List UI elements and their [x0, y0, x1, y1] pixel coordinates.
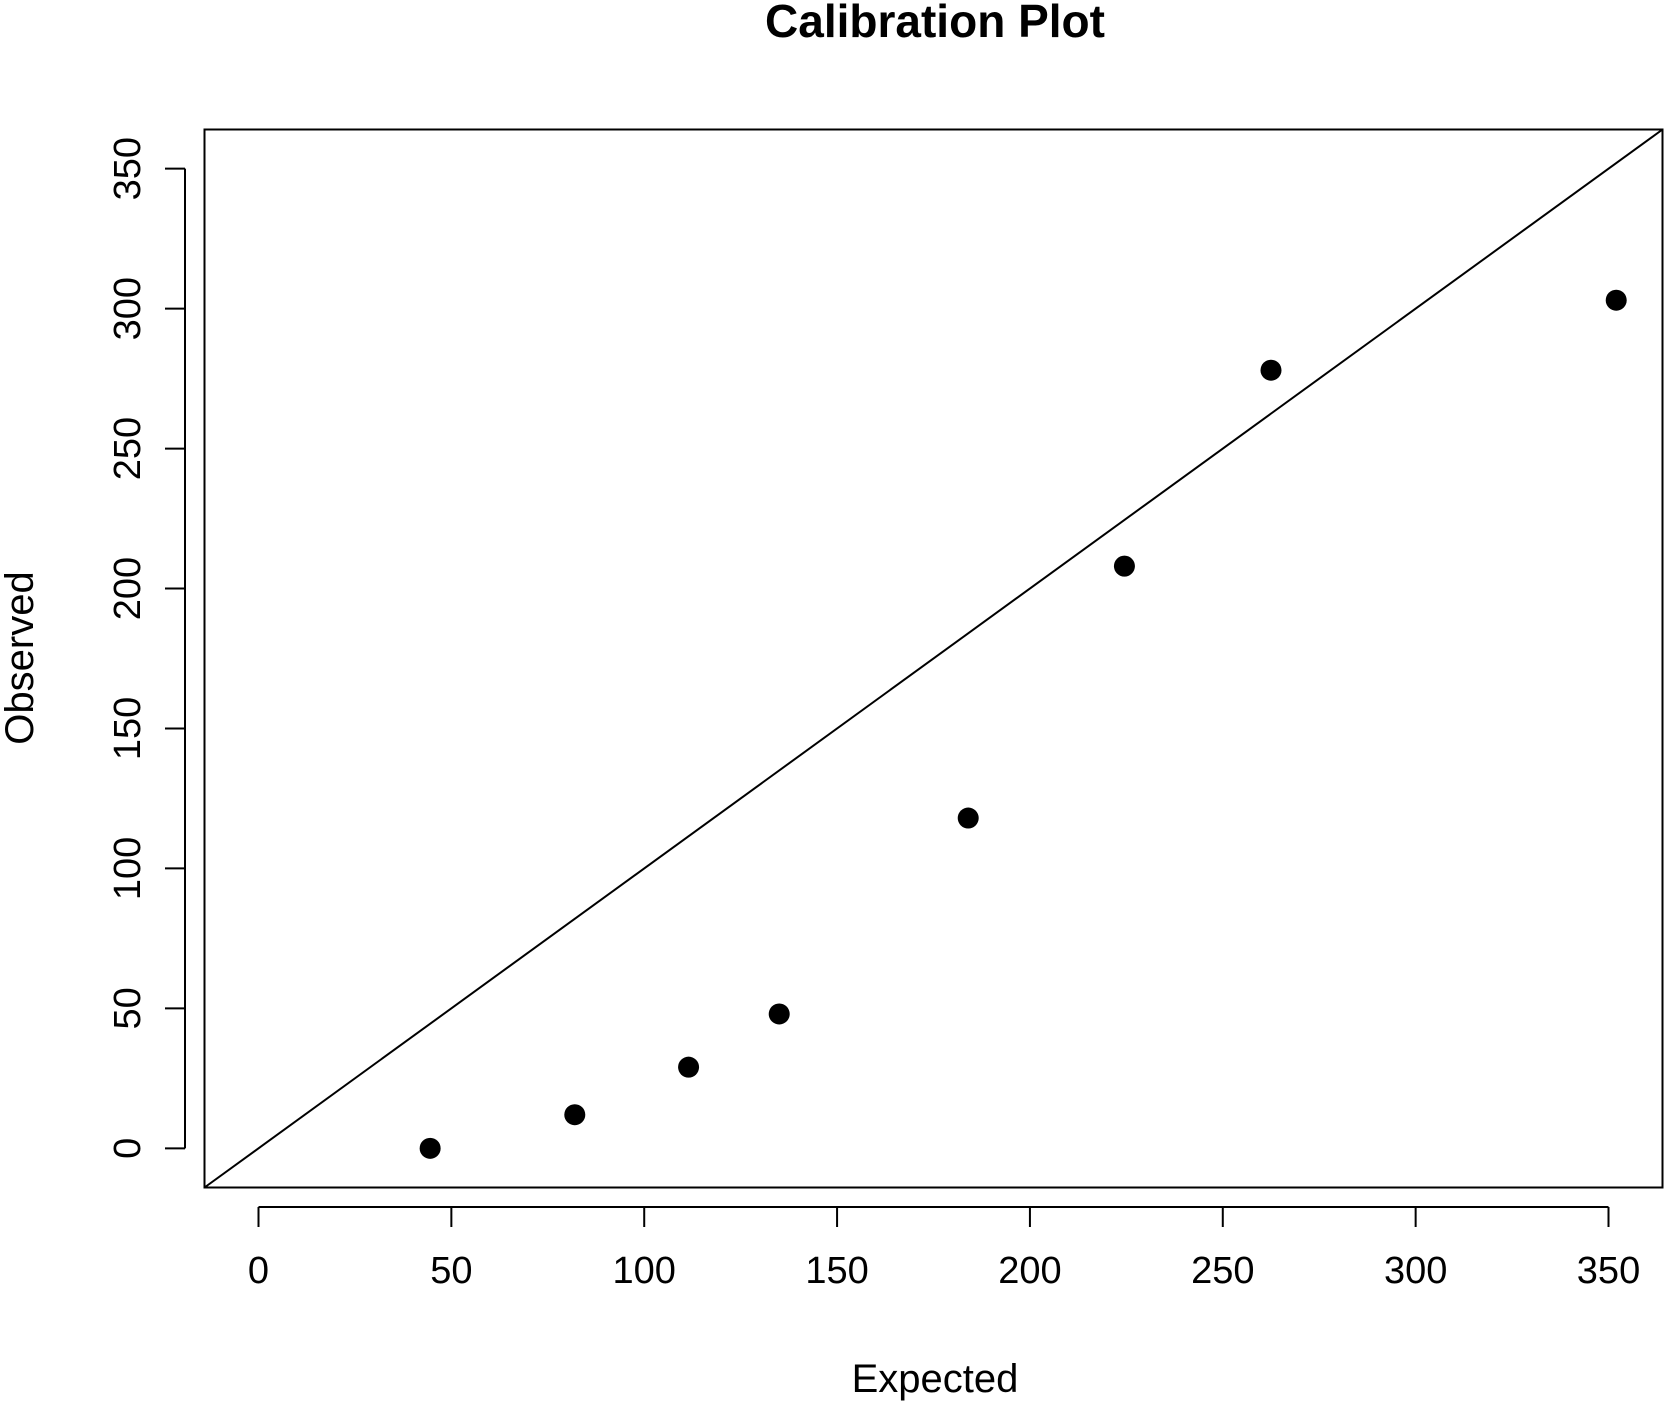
x-axis: 0 50 100 150 200 250 300 350: [248, 1206, 1640, 1292]
reference-line-group: [203, 128, 1664, 1189]
y-axis-label: Observed: [0, 571, 42, 744]
x-tick-label: 350: [1577, 1250, 1640, 1292]
x-tick-label: 150: [805, 1250, 868, 1292]
reference-line: [203, 128, 1664, 1189]
x-tick-label: 0: [248, 1250, 269, 1292]
plot-frame: [203, 128, 1664, 1189]
data-point: [678, 1056, 700, 1078]
data-point: [1605, 289, 1627, 311]
x-tick-label: 200: [998, 1250, 1061, 1292]
x-axis-label: Expected: [852, 1357, 1019, 1401]
x-tick-label: 250: [1191, 1250, 1254, 1292]
data-point: [564, 1104, 586, 1126]
x-tick-label: 50: [430, 1250, 472, 1292]
y-tick-label: 300: [107, 277, 149, 340]
data-point: [1260, 359, 1282, 381]
chart-title: Calibration Plot: [765, 0, 1105, 47]
x-tick-label: 100: [613, 1250, 676, 1292]
x-tick-label: 300: [1384, 1250, 1447, 1292]
y-tick-label: 100: [107, 837, 149, 900]
y-axis: 0 50 100 150 200 250 300 350: [107, 137, 186, 1159]
data-point: [957, 807, 979, 829]
y-tick-label: 150: [107, 697, 149, 760]
y-tick-label: 250: [107, 417, 149, 480]
y-tick-label: 50: [107, 987, 149, 1029]
data-points: [419, 289, 1627, 1159]
data-point: [1113, 555, 1135, 577]
y-tick-label: 200: [107, 557, 149, 620]
y-tick-label: 350: [107, 137, 149, 200]
y-tick-label: 0: [107, 1138, 149, 1159]
data-point: [768, 1003, 790, 1025]
data-point: [419, 1137, 441, 1159]
